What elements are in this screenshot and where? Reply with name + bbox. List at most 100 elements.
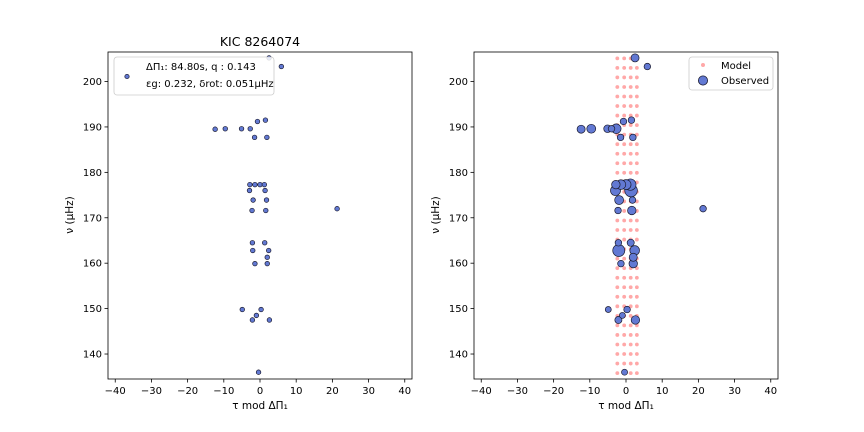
x-tick-label: −20 [177, 386, 198, 397]
model-point [634, 275, 639, 280]
model-point [615, 151, 620, 156]
observed-point [623, 305, 631, 314]
observed-point [619, 117, 628, 126]
observed-point [614, 239, 623, 247]
observed-point [262, 240, 268, 246]
model-point [634, 361, 639, 366]
model-point [615, 352, 620, 356]
model-point [615, 333, 620, 337]
observed-point [252, 181, 258, 188]
right-panel: −40 −30 −20 −10 0 10 20 30 40 140 150 160 170 180 190… [430, 51, 779, 412]
observed-point [611, 180, 621, 190]
observed-point [251, 134, 258, 141]
y-tick-label: 170 [83, 213, 102, 224]
model-point [634, 142, 639, 147]
model-point [622, 209, 627, 213]
model-point [634, 85, 639, 89]
observed-point [246, 187, 253, 194]
model-point [622, 142, 627, 147]
observed-point [263, 197, 270, 203]
observed-point [249, 240, 256, 246]
model-point [615, 75, 620, 80]
x-tick-label: 20 [692, 386, 705, 397]
model-point [615, 256, 620, 261]
left-panel: KIC 8264074 −40 −30 −20 −10 0 10 20 30 40 140 150… [64, 34, 413, 412]
observed-point [262, 117, 269, 123]
model-point [622, 256, 627, 261]
model-point [634, 123, 639, 128]
right-legend: Model Observed [688, 56, 774, 91]
observed-point [262, 187, 268, 194]
observed-point [212, 126, 218, 132]
model-point [628, 85, 633, 89]
model-point [634, 151, 639, 156]
observed-point [334, 206, 340, 212]
model-point [628, 342, 633, 347]
model-point [615, 294, 620, 299]
model-point [615, 275, 620, 280]
right-x-axis-ticks: −40 −30 −20 −10 0 10 20 30 40 [471, 379, 777, 397]
model-point [634, 304, 639, 309]
observed-point [628, 196, 637, 204]
left-x-axis-label: τ mod ΔΠ₁ [232, 400, 288, 412]
observed-point [222, 126, 228, 132]
x-tick-label: −10 [213, 386, 234, 397]
right-legend-model-marker [701, 63, 705, 67]
x-tick-label: −30 [507, 386, 528, 397]
model-point [628, 228, 633, 232]
observed-point [266, 247, 272, 254]
observed-point [249, 207, 255, 214]
x-tick-label: 30 [362, 386, 375, 397]
x-tick-label: 20 [326, 386, 339, 397]
model-point [615, 113, 620, 118]
left-plot-background [108, 52, 412, 379]
model-point [615, 170, 620, 175]
model-point [622, 237, 627, 242]
y-tick-label: 150 [449, 304, 468, 315]
right-legend-model-label: Model [721, 61, 751, 72]
observed-point [250, 197, 256, 203]
observed-point [627, 205, 637, 216]
x-tick-label: 40 [764, 386, 777, 397]
observed-point [239, 306, 245, 313]
observed-point [629, 133, 637, 142]
model-point [615, 304, 620, 309]
observed-point [249, 317, 256, 323]
model-point [615, 371, 620, 375]
model-point [628, 123, 633, 128]
model-point [628, 294, 633, 299]
observed-point [614, 206, 622, 215]
model-point [615, 342, 620, 347]
observed-point [278, 63, 285, 70]
y-tick-label: 150 [83, 304, 102, 315]
x-tick-label: 10 [656, 386, 669, 397]
model-point [622, 113, 627, 118]
model-point [634, 65, 639, 70]
model-point [634, 113, 639, 118]
model-point [628, 161, 633, 166]
model-point [615, 285, 620, 290]
y-tick-label: 140 [449, 350, 468, 361]
right-y-axis-label: ν (μHz) [430, 196, 442, 233]
model-point [634, 342, 639, 347]
model-point [634, 228, 639, 232]
model-point [615, 266, 620, 271]
model-point [628, 323, 633, 328]
model-point [634, 104, 639, 108]
observed-point [617, 260, 625, 268]
x-tick-label: −10 [579, 386, 600, 397]
right-legend-observed-label: Observed [721, 76, 769, 87]
observed-point [630, 53, 640, 63]
model-point [622, 323, 627, 328]
model-point [634, 218, 639, 223]
model-point [615, 228, 620, 232]
model-point [628, 333, 633, 337]
model-point [615, 65, 620, 70]
model-point [634, 75, 639, 80]
right-observed-points [576, 53, 707, 376]
observed-point [607, 125, 616, 133]
y-tick-label: 140 [83, 350, 102, 361]
model-point [622, 170, 627, 175]
model-point [622, 285, 627, 290]
y-tick-label: 180 [83, 168, 102, 179]
